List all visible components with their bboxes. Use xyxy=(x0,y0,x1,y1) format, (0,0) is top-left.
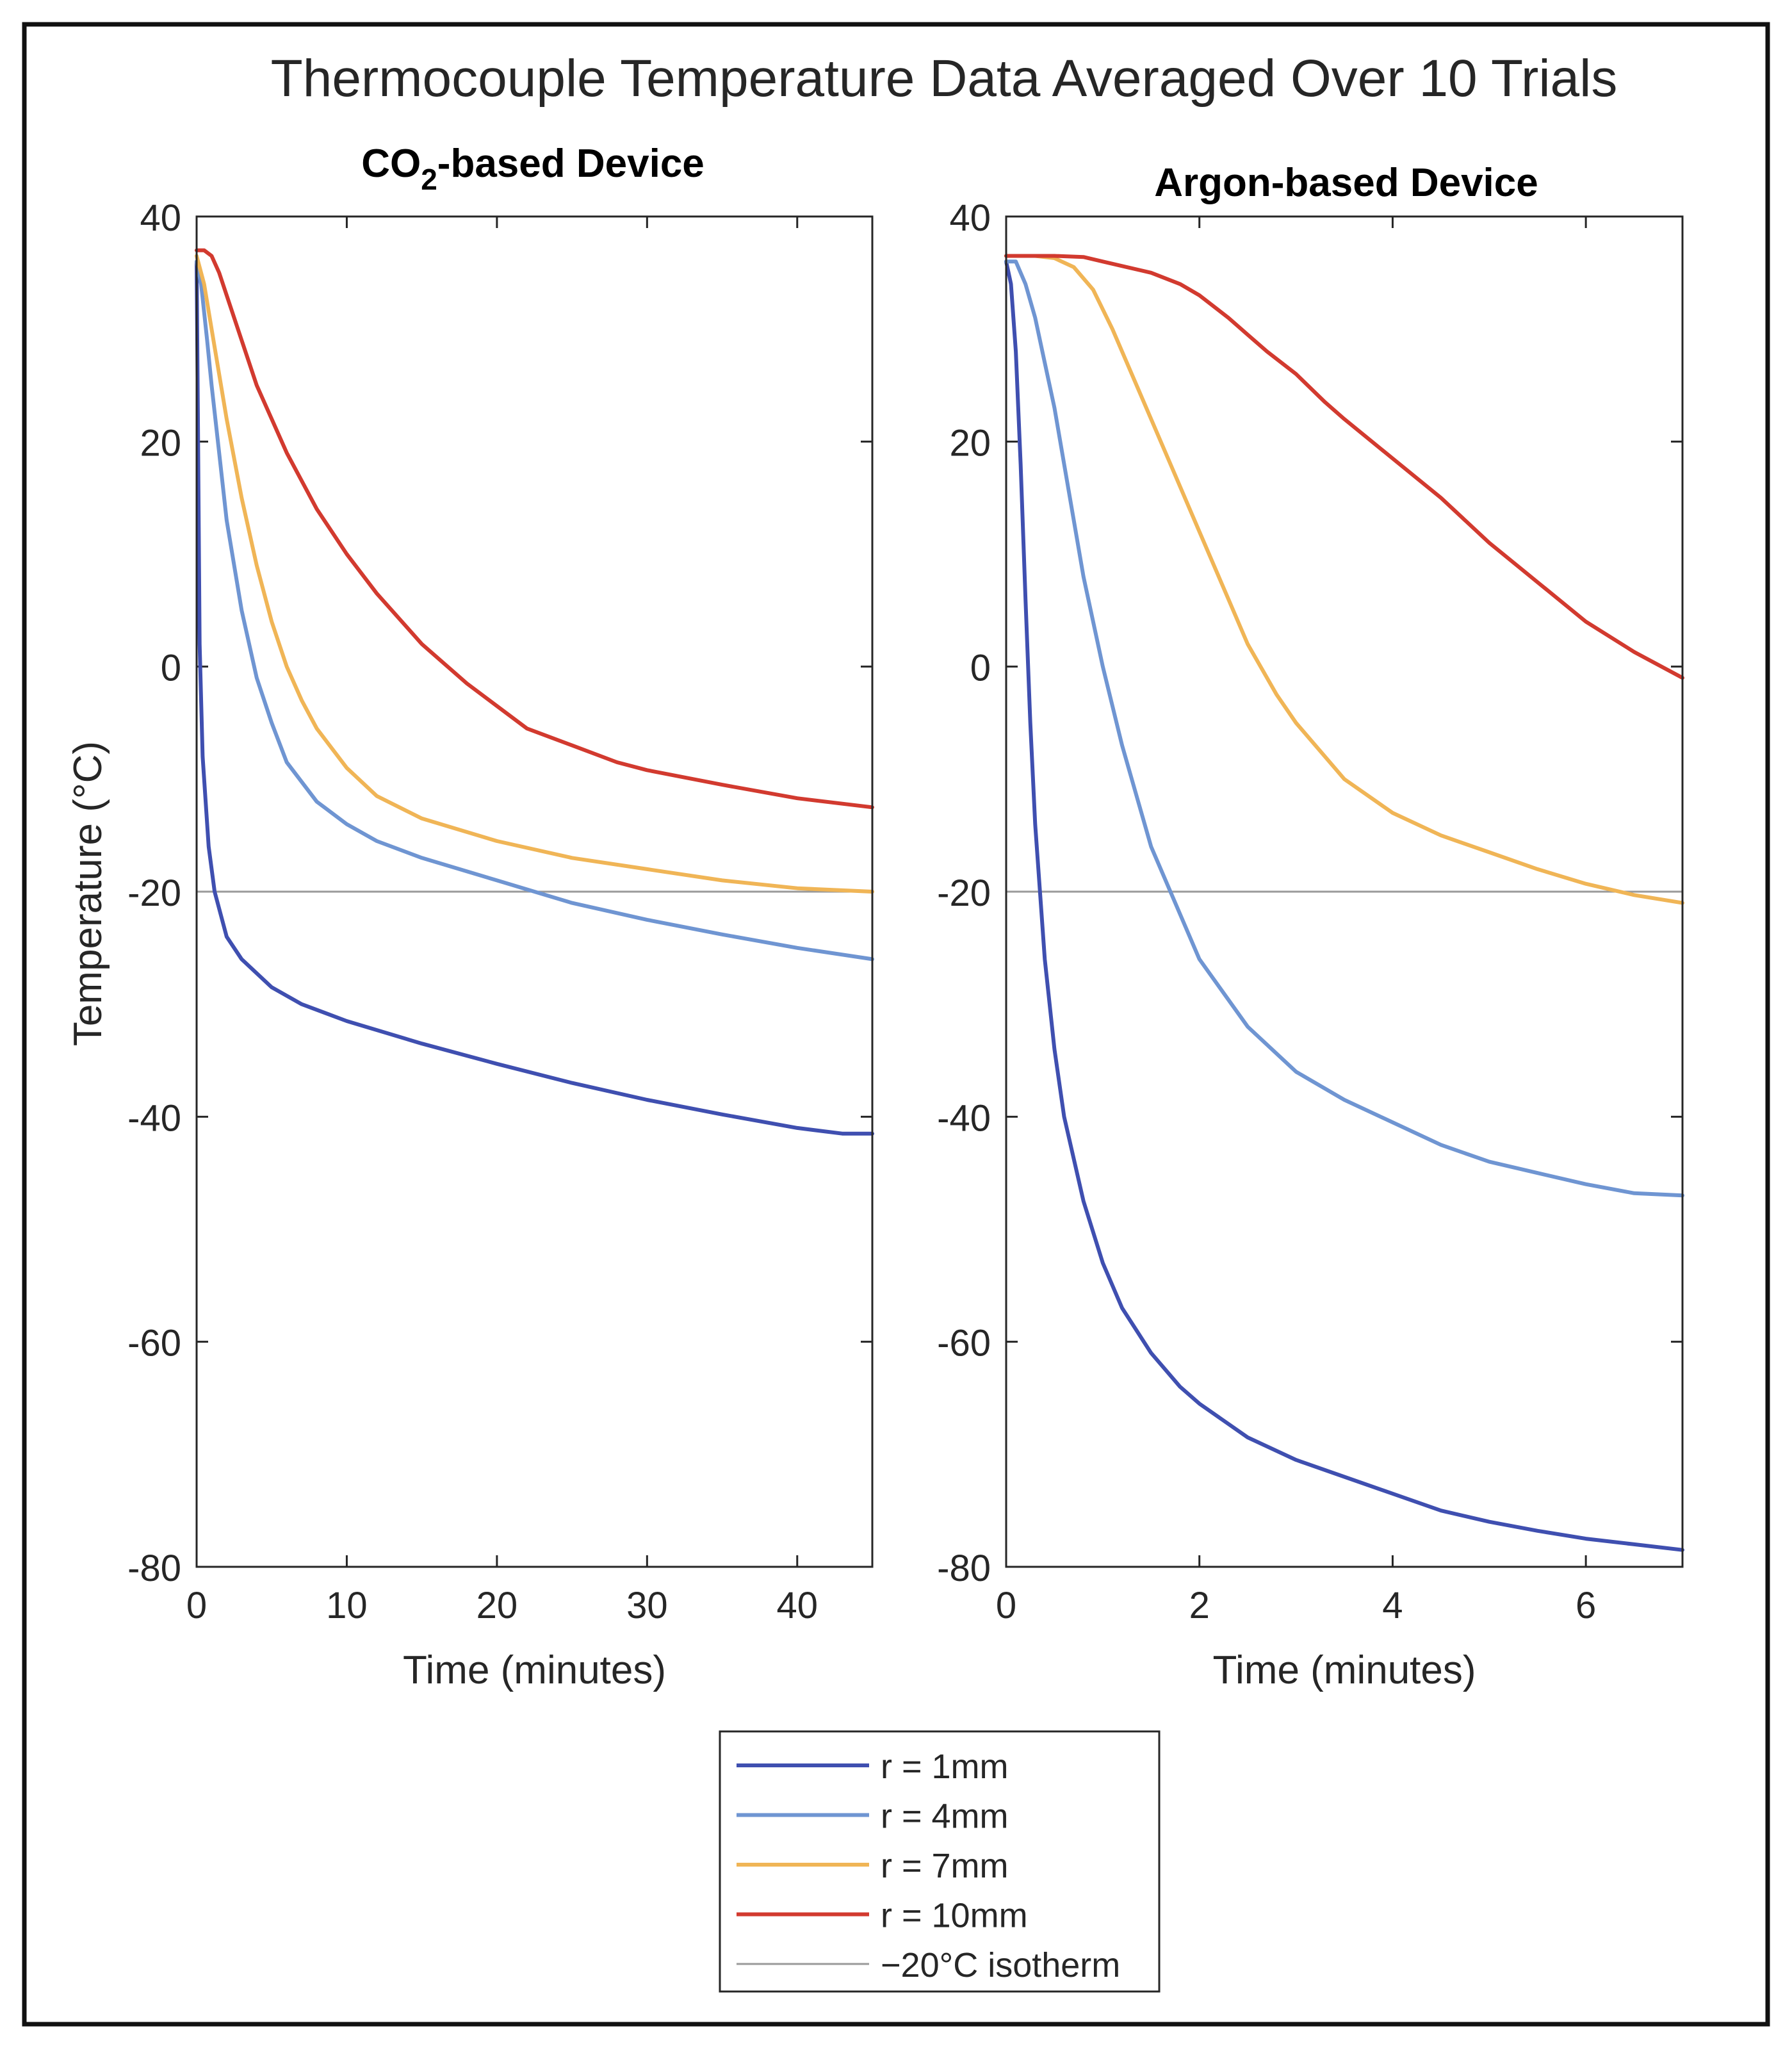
argon-y-tick-label: 20 xyxy=(949,422,991,464)
co2-title-rest: -based Device xyxy=(437,142,705,186)
co2-y-tick-label: -40 xyxy=(127,1097,181,1139)
legend-box xyxy=(719,1730,1161,1993)
legend-label-r-1mm: r = 1mm xyxy=(881,1747,1009,1786)
co2-y-tick-label: -20 xyxy=(127,872,181,914)
argon-series-group xyxy=(1004,254,1684,1552)
co2-plot-box xyxy=(195,215,874,1568)
legend-label-r-7mm: r = 7mm xyxy=(881,1847,1009,1885)
co2-title-main: CO xyxy=(361,142,421,186)
legend-label-20-c-isotherm: −20°C isotherm xyxy=(881,1946,1120,1984)
argon-y-tick-label: 40 xyxy=(949,197,991,239)
y-axis-label: Temperature (°C) xyxy=(66,741,110,1046)
co2-x-tick-label: 30 xyxy=(626,1585,668,1626)
co2-series-r-10mm xyxy=(195,248,874,810)
argon-x-axis-label: Time (minutes) xyxy=(1212,1648,1476,1692)
argon-y-tick-label: -80 xyxy=(937,1548,991,1589)
co2-x-tick-label: 40 xyxy=(777,1585,819,1626)
co2-y-tick-label: 0 xyxy=(161,648,181,689)
argon-y-tick-label: -40 xyxy=(937,1097,991,1139)
co2-y-tick-label: 20 xyxy=(140,422,181,464)
co2-y-tick-label: 40 xyxy=(140,197,181,239)
argon-x-tick-label: 0 xyxy=(996,1585,1016,1626)
argon-chart-title: Argon-based Device xyxy=(1154,161,1538,205)
co2-series-group xyxy=(195,248,874,1136)
argon-y-tick-label: -20 xyxy=(937,872,991,914)
co2-series-r-7mm xyxy=(195,254,874,894)
figure-frame xyxy=(22,22,1770,2027)
co2-x-tick-label: 20 xyxy=(477,1585,518,1626)
co2-x-axis-label: Time (minutes) xyxy=(403,1648,666,1692)
co2-y-tick-label: -80 xyxy=(127,1548,181,1589)
legend: r = 1mm r = 4mm r = 7mm r = 10mm −20°C isoth… xyxy=(719,1730,1161,1993)
argon-series-r-4mm xyxy=(1004,259,1684,1198)
legend-label-r-10mm: r = 10mm xyxy=(881,1897,1028,1935)
co2-y-tick-label: -60 xyxy=(127,1323,181,1364)
argon-series-r-10mm xyxy=(1004,254,1684,680)
co2-title-subscript: 2 xyxy=(421,163,437,196)
argon-y-tick-label: -60 xyxy=(937,1323,991,1364)
argon-x-tick-label: 6 xyxy=(1576,1585,1596,1626)
co2-series-r-1mm xyxy=(195,259,874,1136)
argon-x-tick-label: 4 xyxy=(1382,1585,1403,1626)
co2-series-r-4mm xyxy=(195,259,874,961)
argon-series-r-1mm xyxy=(1004,259,1684,1552)
argon-plot-box xyxy=(1005,215,1684,1568)
argon-x-tick-label: 2 xyxy=(1189,1585,1210,1626)
co2-x-tick-label: 0 xyxy=(186,1585,207,1626)
figure-title: Thermocouple Temperature Data Averaged O… xyxy=(271,49,1618,108)
co2-x-tick-label: 10 xyxy=(326,1585,368,1626)
co2-chart-title: CO2-based Device xyxy=(361,142,705,196)
argon-series-r-7mm xyxy=(1004,254,1684,905)
legend-label-r-4mm: r = 4mm xyxy=(881,1797,1009,1836)
argon-y-tick-label: 0 xyxy=(970,648,991,689)
